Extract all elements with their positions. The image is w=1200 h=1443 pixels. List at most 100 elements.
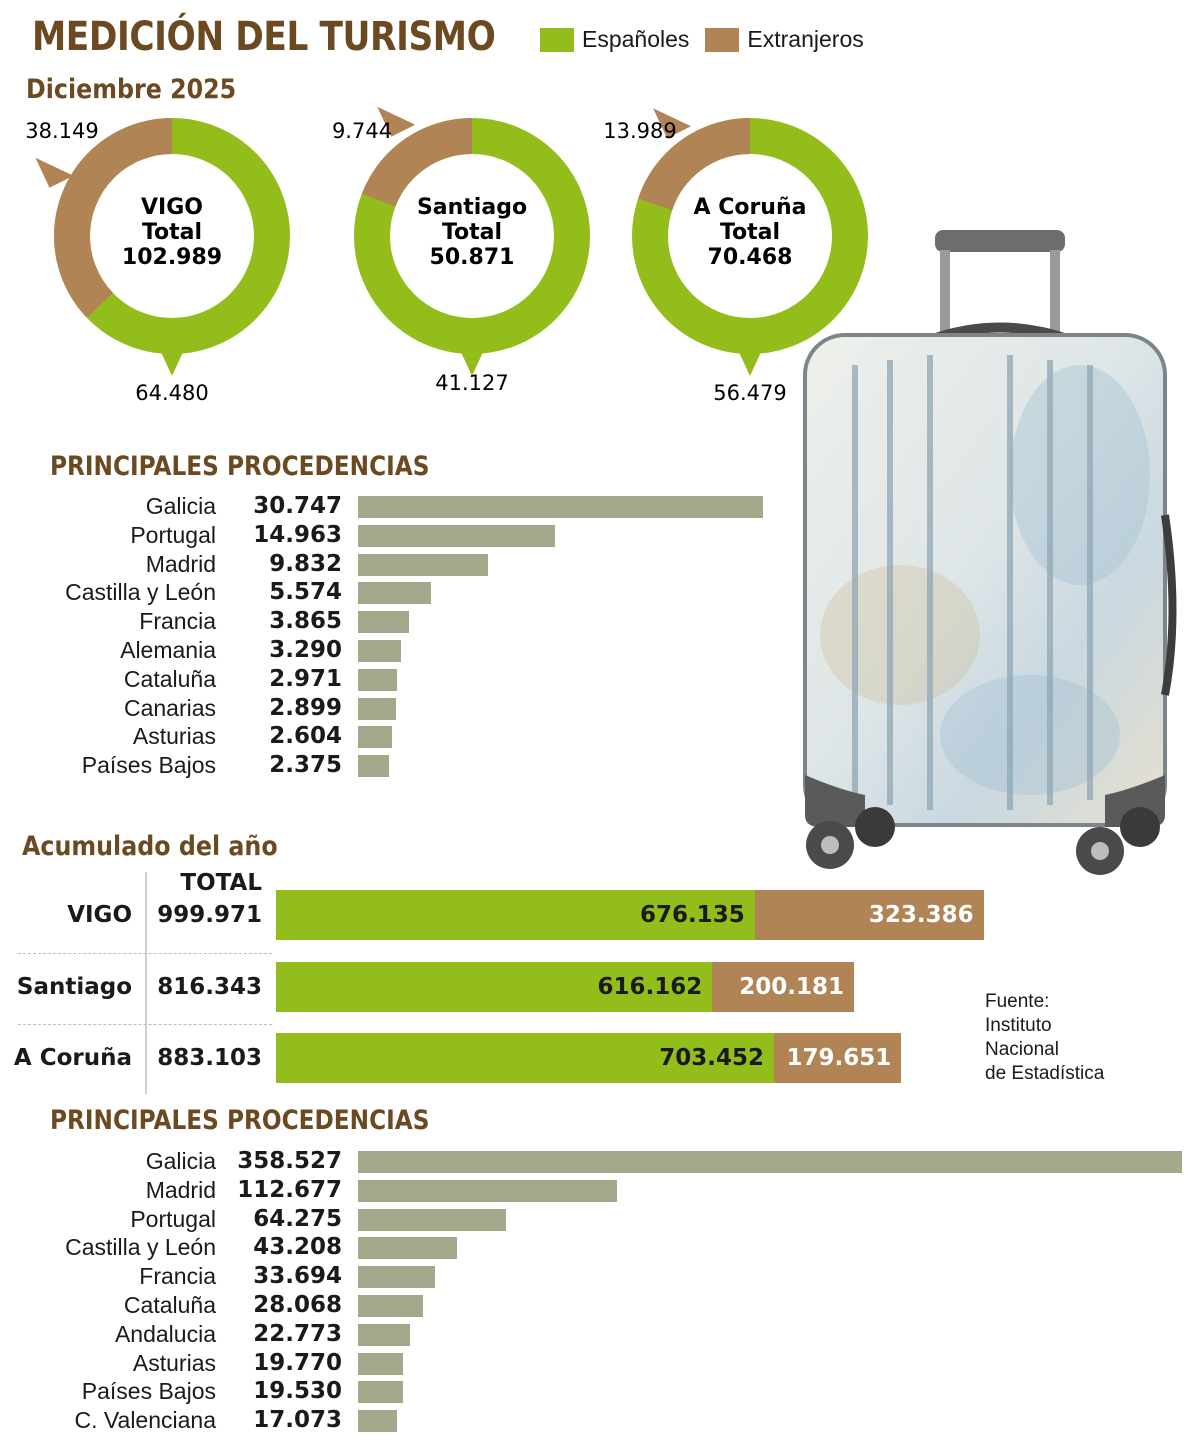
legend-swatch-espanoles (540, 27, 574, 52)
rank-value: 3.865 (269, 608, 342, 635)
rank-category: Madrid (145, 1176, 216, 1203)
donut-total-value: 102.989 (122, 245, 222, 270)
rank-bar (358, 1295, 423, 1317)
rank-bar (358, 1381, 403, 1404)
pointer-extranjeros (653, 108, 692, 139)
total-header: TOTAL (180, 870, 262, 896)
donut-city: A Coruña (694, 195, 807, 220)
rank-category: Canarias (123, 694, 216, 721)
donut-slice-extranjeros (632, 118, 868, 354)
wheel-back-left (855, 807, 895, 847)
rank-category: Cataluña (123, 1292, 216, 1318)
source-line: Instituto (985, 1015, 1052, 1036)
table-divider-1 (18, 953, 272, 954)
table-divider-vertical (145, 872, 147, 1094)
rank-bar (358, 755, 390, 778)
acc-bar-extranjeros: 323.386 (754, 890, 984, 940)
rank-bar (358, 1323, 411, 1346)
rank-bar (358, 668, 398, 691)
rank-value: 2.971 (269, 665, 342, 692)
donut-extranjeros-value: 13.989 (603, 119, 676, 143)
rank-category: Galicia (145, 1148, 216, 1174)
rank-value: 2.899 (269, 694, 342, 721)
rank-category: Portugal (130, 521, 216, 548)
rank-value: 2.604 (269, 723, 342, 750)
acc-total: 999.971 (157, 902, 262, 928)
acc-bar-espanoles: 676.135 (276, 890, 755, 940)
rank-category: Francia (139, 1263, 216, 1290)
rank-value: 17.073 (253, 1407, 342, 1434)
rank-category: Castilla y León (65, 1234, 216, 1261)
rank-bar (358, 640, 402, 662)
donut-espanoles-value: 64.480 (135, 381, 208, 405)
legend-swatch-extranjeros (705, 27, 740, 52)
rank-value: 3.290 (269, 637, 342, 663)
rank-value: 64.275 (253, 1205, 342, 1232)
donut-total-value: 50.871 (430, 245, 515, 270)
legend-label-espanoles: Españoles (582, 26, 690, 52)
acc-bar: 703.452 179.651 (276, 1033, 902, 1083)
donut-total-value: 70.468 (708, 245, 793, 270)
source-line: Nacional (985, 1039, 1059, 1060)
handle-pole-right (1050, 250, 1060, 360)
source-line: de Estadística (985, 1063, 1105, 1084)
rank-value: 19.770 (253, 1349, 342, 1376)
handle-pole-left (940, 250, 950, 360)
table-divider-2 (18, 1024, 272, 1025)
acc-city: VIGO (67, 902, 132, 928)
rank-category: Portugal (130, 1205, 216, 1232)
rank-bar (358, 697, 397, 720)
month-title: Diciembre 2025 (26, 74, 237, 105)
rank-bar (358, 524, 556, 547)
pointer-espanoles (460, 350, 484, 376)
rank-category: Países Bajos (81, 752, 216, 779)
acc-bar-extranjeros: 200.181 (712, 962, 854, 1012)
legend: Españoles Extranjeros (540, 26, 880, 53)
rank-value: 112.677 (237, 1176, 342, 1203)
rank-category: Cataluña (123, 665, 216, 692)
handle-grip (935, 230, 1065, 252)
rank-category: Asturias (132, 1349, 216, 1376)
rank-bar (358, 1179, 617, 1202)
rank-category: Francia (139, 608, 216, 635)
rank-bar (358, 496, 763, 518)
rank-category: Madrid (145, 550, 216, 577)
rank-category: C. Valenciana (74, 1407, 217, 1434)
rank-bar (358, 1208, 506, 1231)
rank-value: 2.375 (269, 752, 342, 779)
acc-bar-espanoles: 616.162 (276, 962, 713, 1012)
rank-bar (358, 553, 488, 576)
rank-bar (358, 611, 409, 634)
acc-city: A Coruña (13, 1045, 132, 1071)
rank-value: 14.963 (253, 521, 342, 548)
acc-bar: 616.162 200.181 (276, 962, 854, 1012)
rank-bar (358, 1237, 458, 1260)
donut-city: Santiago (417, 195, 527, 220)
suitcase-illustration (803, 230, 1177, 875)
rank-bar (358, 726, 393, 749)
donut-total-label: Total (442, 220, 502, 245)
rank-value: 28.068 (253, 1292, 342, 1318)
rank-value: 22.773 (253, 1320, 342, 1347)
year-procedencias-title: PRINCIPALES PROCEDENCIAS (50, 1105, 430, 1136)
rank-category: Alemania (120, 637, 216, 663)
donut-total-label: Total (720, 220, 780, 245)
rank-value: 19.530 (253, 1378, 342, 1405)
rank-value: 33.694 (253, 1263, 342, 1290)
rank-category: Asturias (132, 723, 216, 750)
side-handle (1161, 514, 1177, 696)
rank-bar (358, 582, 432, 605)
wheel-back-right (1120, 807, 1160, 847)
rank-category: Países Bajos (81, 1378, 216, 1405)
donut-charts: VIGOTotal102.98938.14964.480SantiagoTota… (25, 106, 868, 405)
pointer-extranjeros (377, 106, 416, 137)
rank-value: 30.747 (253, 493, 342, 519)
donut-espanoles-value: 41.127 (435, 371, 508, 395)
legend-item-espanoles: Españoles (540, 26, 689, 53)
acc-bar-extranjeros: 179.651 (774, 1033, 902, 1083)
rank-value: 5.574 (269, 579, 342, 606)
acc-city: Santiago (16, 974, 132, 1000)
